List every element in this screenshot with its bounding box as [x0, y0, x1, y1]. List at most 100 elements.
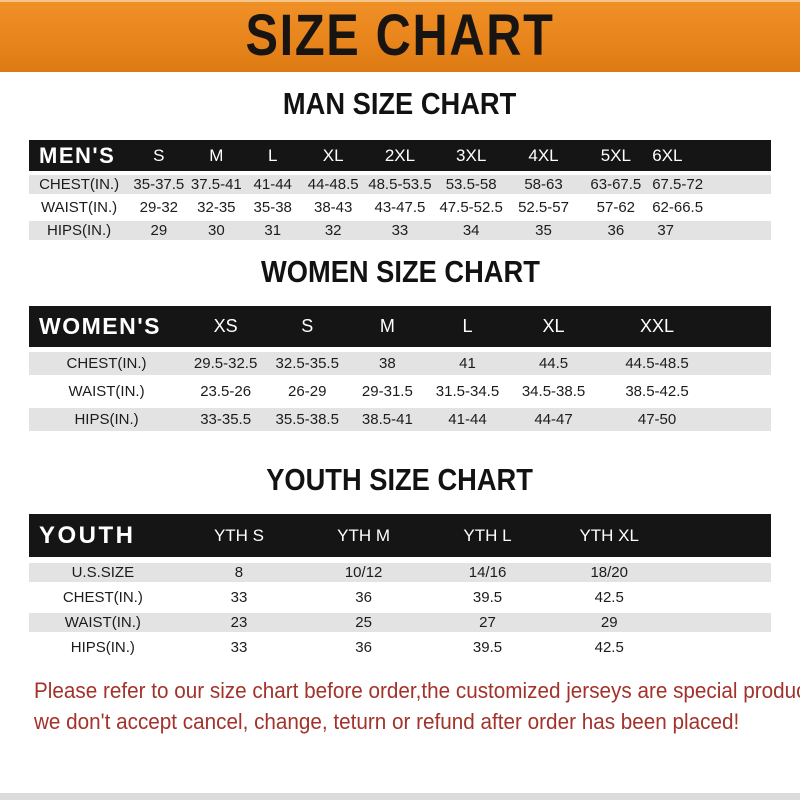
cell: 32-35: [188, 194, 245, 217]
cell: 30: [188, 217, 245, 240]
column-header: YTH XL: [549, 514, 670, 557]
row-label: HIPS(IN.): [29, 217, 130, 240]
column-header: YTH M: [301, 514, 426, 557]
row-label: HIPS(IN.): [29, 632, 177, 657]
men-table-title: MEN'S: [29, 140, 130, 171]
women-size-table: WOMEN'S XS S M L XL XXL CHEST(IN.) 29.5-…: [29, 306, 771, 431]
cell: 63-67.5: [579, 171, 653, 194]
cell: 42.5: [549, 582, 670, 607]
spacer-cell: [669, 557, 771, 582]
column-header: L: [244, 140, 302, 171]
column-header: XXL: [599, 306, 715, 347]
spacer-cell: [724, 140, 771, 171]
women-chest-row: CHEST(IN.) 29.5-32.5 32.5-35.5 38 41 44.…: [29, 347, 771, 375]
cell: 47.5-52.5: [434, 194, 508, 217]
youth-table-title: YOUTH: [29, 514, 177, 557]
column-header: M: [347, 306, 428, 347]
cell: 29.5-32.5: [184, 347, 268, 375]
footer-line-1: Please refer to our size chart before or…: [34, 678, 800, 703]
row-label: WAIST(IN.): [29, 194, 130, 217]
women-section-heading: WOMEN SIZE CHART: [0, 255, 800, 289]
men-header-row: MEN'S S M L XL 2XL 3XL 4XL 5XL 6XL: [29, 140, 771, 171]
cell: 29: [549, 607, 670, 632]
cell: 35-38: [244, 194, 302, 217]
women-hips-row: HIPS(IN.) 33-35.5 35.5-38.5 38.5-41 41-4…: [29, 403, 771, 431]
cell: 53.5-58: [434, 171, 508, 194]
column-header: M: [188, 140, 245, 171]
column-header: 4XL: [507, 140, 580, 171]
column-header: 6XL: [652, 140, 725, 171]
cell: 33: [176, 632, 302, 657]
banner-title: SIZE CHART: [245, 3, 555, 68]
row-label: CHEST(IN.): [29, 582, 177, 607]
column-header: XL: [301, 140, 366, 171]
youth-ussize-row: U.S.SIZE 8 10/12 14/16 18/20: [29, 557, 771, 582]
women-heading-text: WOMEN SIZE CHART: [260, 254, 540, 289]
row-label: WAIST(IN.): [29, 607, 177, 632]
cell: 39.5: [425, 582, 550, 607]
spacer-cell: [724, 194, 771, 217]
cell: 34: [434, 217, 508, 240]
women-waist-row: WAIST(IN.) 23.5-26 26-29 29-31.5 31.5-34…: [29, 375, 771, 403]
column-header: L: [427, 306, 508, 347]
cell: 67.5-72: [652, 171, 725, 194]
footer-note: Please refer to our size chart before or…: [34, 675, 800, 737]
cell: 36: [301, 632, 426, 657]
cell: 52.5-57: [507, 194, 580, 217]
cell: 41: [427, 347, 508, 375]
cell: 18/20: [549, 557, 670, 582]
cell: 34.5-38.5: [507, 375, 600, 403]
cell: 29-32: [129, 194, 189, 217]
cell: 44-47: [507, 403, 600, 431]
cell: 47-50: [599, 403, 715, 431]
men-waist-row: WAIST(IN.) 29-32 32-35 35-38 38-43 43-47…: [29, 194, 771, 217]
women-table-title: WOMEN'S: [29, 306, 185, 347]
cell: 10/12: [301, 557, 426, 582]
column-header: YTH S: [176, 514, 302, 557]
cell: 37: [652, 217, 725, 240]
row-label: CHEST(IN.): [29, 171, 130, 194]
men-section-heading: MAN SIZE CHART: [0, 87, 800, 121]
spacer-cell: [724, 171, 771, 194]
cell: 27: [425, 607, 550, 632]
cell: 48.5-53.5: [365, 171, 435, 194]
cell: 38-43: [301, 194, 366, 217]
spacer-cell: [714, 306, 771, 347]
cell: 42.5: [549, 632, 670, 657]
cell: 33: [365, 217, 435, 240]
cell: 35-37.5: [129, 171, 189, 194]
cell: 39.5: [425, 632, 550, 657]
youth-size-table: YOUTH YTH S YTH M YTH L YTH XL U.S.SIZE …: [29, 514, 771, 657]
youth-waist-row: WAIST(IN.) 23 25 27 29: [29, 607, 771, 632]
cell: 32.5-35.5: [267, 347, 348, 375]
spacer-cell: [714, 347, 771, 375]
cell: 25: [301, 607, 426, 632]
cell: 14/16: [425, 557, 550, 582]
youth-chest-row: CHEST(IN.) 33 36 39.5 42.5: [29, 582, 771, 607]
bottom-strip: [0, 793, 800, 800]
cell: 33-35.5: [184, 403, 268, 431]
cell: 62-66.5: [652, 194, 725, 217]
youth-header-row: YOUTH YTH S YTH M YTH L YTH XL: [29, 514, 771, 557]
cell: 31.5-34.5: [427, 375, 508, 403]
column-header: XL: [507, 306, 600, 347]
men-chest-row: CHEST(IN.) 35-37.5 37.5-41 41-44 44-48.5…: [29, 171, 771, 194]
banner: SIZE CHART: [0, 0, 800, 72]
men-hips-row: HIPS(IN.) 29 30 31 32 33 34 35 36 37: [29, 217, 771, 240]
cell: 44-48.5: [301, 171, 366, 194]
column-header: 3XL: [434, 140, 508, 171]
cell: 33: [176, 582, 302, 607]
column-header: S: [267, 306, 348, 347]
column-header: YTH L: [425, 514, 550, 557]
youth-section-heading: YOUTH SIZE CHART: [0, 463, 800, 497]
spacer-cell: [724, 217, 771, 240]
row-label: HIPS(IN.): [29, 403, 185, 431]
cell: 37.5-41: [188, 171, 245, 194]
men-heading-text: MAN SIZE CHART: [283, 86, 517, 121]
spacer-cell: [669, 514, 771, 557]
cell: 44.5: [507, 347, 600, 375]
column-header: S: [129, 140, 189, 171]
cell: 29: [129, 217, 189, 240]
row-label: CHEST(IN.): [29, 347, 185, 375]
row-label: U.S.SIZE: [29, 557, 177, 582]
